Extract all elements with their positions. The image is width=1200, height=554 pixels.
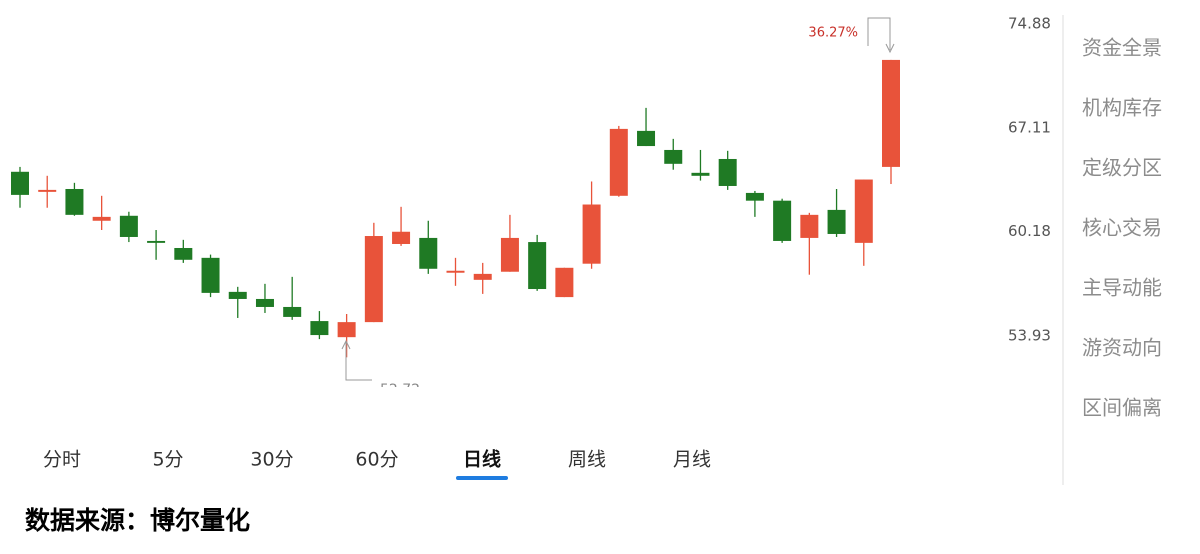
tab-underline: [456, 476, 508, 480]
candle-body: [392, 231, 411, 244]
candle-body: [38, 189, 57, 192]
menu-item[interactable]: 主导动能: [1082, 276, 1162, 300]
candle-body: [609, 128, 628, 196]
candle-body: [310, 321, 329, 336]
candle-body: [528, 242, 547, 290]
menu-item[interactable]: 游资动向: [1082, 336, 1162, 360]
menu-item[interactable]: 资金全景: [1082, 36, 1162, 60]
candle-body: [582, 204, 601, 264]
candle-body: [637, 130, 656, 147]
candle-body: [882, 59, 900, 167]
candle-body: [201, 257, 220, 293]
max-connector: [867, 17, 891, 50]
y-tick-label: 53.93: [1008, 326, 1051, 344]
candle-body: [65, 188, 84, 215]
candle-body: [283, 306, 302, 317]
candle-body: [555, 267, 574, 298]
candle-body: [228, 291, 247, 299]
candle-body: [718, 158, 737, 186]
period-tab[interactable]: 周线: [568, 449, 606, 471]
candle-body: [419, 237, 438, 269]
candle-body: [147, 240, 166, 243]
candle-body: [255, 298, 274, 307]
period-tabs: 分时 5分 30分 60分 日线 周线 月线: [43, 448, 711, 480]
period-tab[interactable]: 30分: [250, 449, 293, 471]
min-label: 52.72: [380, 382, 420, 387]
candle-body: [337, 322, 356, 338]
candle-body: [745, 192, 764, 201]
y-tick-label: 74.88: [1008, 14, 1051, 32]
candle-body: [119, 215, 138, 237]
candle-body: [473, 273, 492, 280]
candle-body: [92, 216, 111, 221]
candle-body: [773, 200, 792, 241]
period-tab[interactable]: 60分: [355, 449, 398, 471]
candle-body: [854, 179, 873, 243]
menu-item[interactable]: 核心交易: [1082, 216, 1162, 240]
candle-body: [446, 270, 465, 273]
y-tick-label: 60.18: [1008, 222, 1051, 240]
y-tick-label: 67.11: [1008, 119, 1051, 137]
period-tab[interactable]: 分时: [43, 449, 81, 471]
candle-body: [500, 237, 519, 272]
min-label-area: 52.72: [380, 382, 420, 387]
candle-body: [691, 172, 710, 176]
menu-item[interactable]: 机构库存: [1082, 96, 1162, 120]
candle-body: [664, 149, 683, 164]
period-tab[interactable]: 月线: [673, 449, 711, 471]
menu-item[interactable]: 区间偏离: [1082, 396, 1162, 420]
max-arrow: [885, 43, 895, 54]
min-connector: [345, 342, 372, 381]
candle-body: [174, 247, 193, 260]
candle-body: [364, 236, 383, 323]
max-label: 36.27%: [808, 26, 858, 41]
period-tab[interactable]: 日线: [463, 448, 501, 471]
candle-body: [827, 209, 846, 234]
candle-body: [800, 214, 819, 238]
candle-body: [11, 171, 29, 195]
menu-item[interactable]: 定级分区: [1082, 156, 1162, 180]
footer: 数据来源：博尔量化: [25, 506, 250, 535]
min-arrow: [341, 339, 351, 350]
candlestick-chart: 53.93 60.18 67.11 74.88: [11, 14, 1051, 358]
period-tab[interactable]: 5分: [152, 449, 183, 471]
